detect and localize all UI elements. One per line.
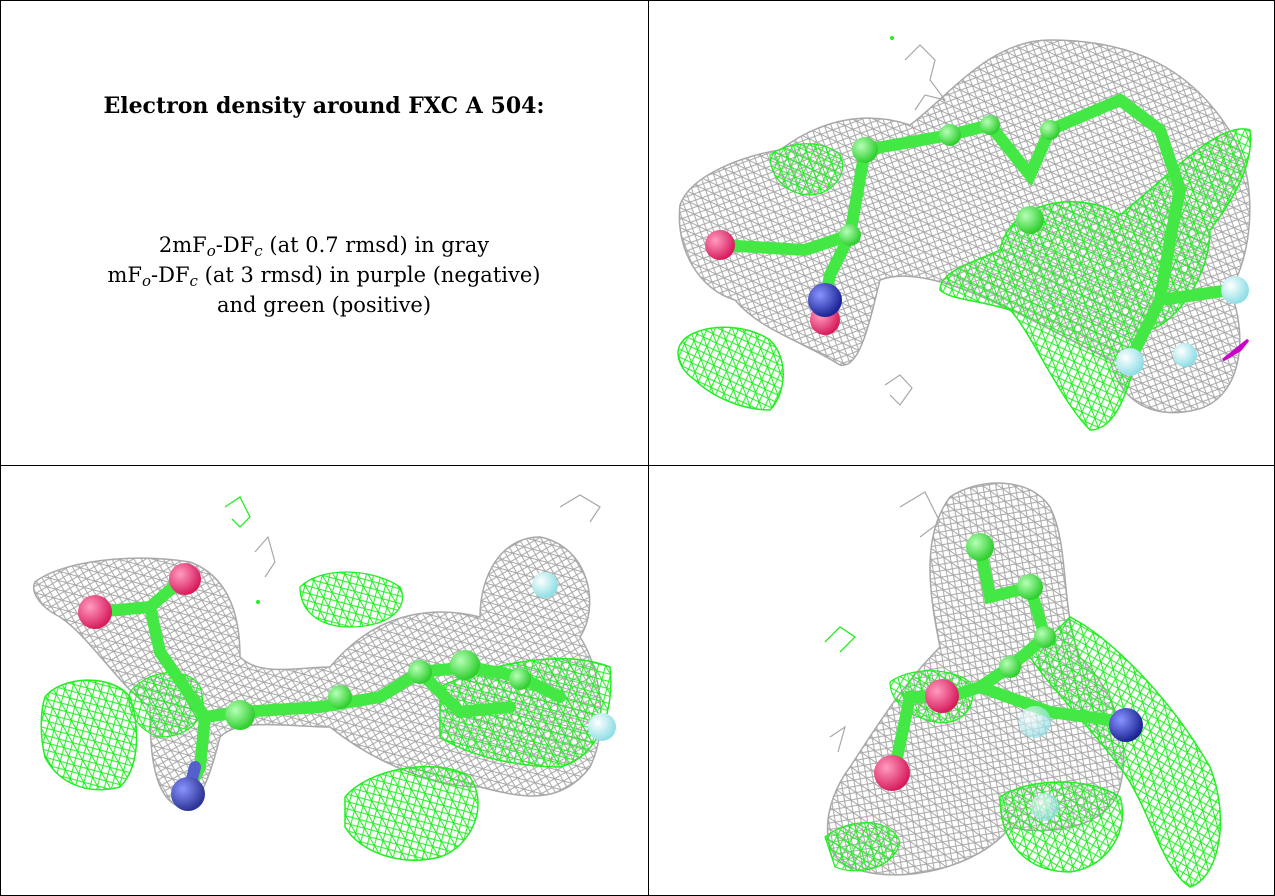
- fluorine-atom: [1019, 706, 1051, 738]
- gray-mesh-fragment: [829, 725, 847, 753]
- carbon-atom: [980, 115, 1000, 135]
- density-render-1: [677, 36, 1252, 431]
- oxygen-atom: [874, 755, 910, 791]
- green-mesh-positive: [344, 765, 479, 861]
- green-mesh-fragment: [224, 496, 251, 528]
- green-mesh-positive-mid: [299, 571, 404, 628]
- purple-mesh-negative: [1222, 338, 1250, 362]
- table-border-left: [0, 0, 1, 896]
- oxygen-atom: [705, 230, 735, 260]
- green-mesh-dot: [256, 600, 260, 604]
- carbon-atom: [1034, 626, 1056, 648]
- carbon-atom: [328, 685, 352, 709]
- green-mesh-dot: [890, 36, 894, 40]
- carbon-atom: [966, 533, 994, 561]
- fluorine-atom: [588, 713, 616, 741]
- fluorine-atom: [1031, 793, 1059, 821]
- fluorine-atom: [1173, 343, 1197, 367]
- table-border-row: [0, 465, 1275, 466]
- oxygen-atom: [925, 679, 959, 713]
- density-render-3: [824, 482, 1222, 888]
- carbon-atom: [408, 660, 432, 684]
- table-border-top: [0, 0, 1275, 1]
- fluorine-atom: [532, 572, 558, 598]
- carbon-atom: [999, 656, 1021, 678]
- density-view-top-right: [650, 0, 1275, 465]
- carbon-atom: [852, 137, 878, 163]
- density-view-bottom-left: [0, 467, 648, 896]
- green-mesh-blob: [40, 679, 138, 791]
- nitrogen-atom: [808, 283, 842, 317]
- legend-line-positive: and green (positive): [216, 293, 432, 317]
- nitrogen-atom: [1109, 708, 1143, 742]
- oxygen-atom: [169, 563, 201, 595]
- carbon-atom: [225, 700, 255, 730]
- green-mesh-positive-left: [824, 822, 901, 872]
- green-mesh-fragment: [824, 626, 857, 653]
- green-mesh-positive-small: [769, 143, 844, 196]
- caption-cell: Electron density around FXC A 504: 2mFo-…: [0, 0, 648, 465]
- legend-line-difference: mFo-DFc (at 3 rmsd) in purple (negative): [107, 263, 541, 290]
- density-view-bottom-right: [650, 467, 1275, 896]
- gray-mesh-fragment: [254, 535, 276, 578]
- carbon-atom: [450, 650, 480, 680]
- nitrogen-atom: [171, 777, 205, 811]
- gray-mesh-fragment-small: [884, 374, 913, 406]
- fluorine-atom: [1116, 348, 1144, 376]
- carbon-atom: [839, 224, 861, 246]
- oxygen-atom: [78, 595, 112, 629]
- green-mesh-positive-lower: [999, 781, 1124, 873]
- legend-description: 2mFo-DFc (at 0.7 rmsd) in gray mFo-DFc (…: [0, 230, 648, 320]
- green-mesh-blob: [677, 326, 784, 411]
- gray-mesh-fragment: [899, 491, 941, 538]
- table-border-middle: [648, 0, 649, 896]
- carbon-atom: [939, 124, 961, 146]
- carbon-atom: [1016, 206, 1044, 234]
- gray-mesh-fragment: [904, 44, 947, 111]
- legend-line-gray: 2mFo-DFc (at 0.7 rmsd) in gray: [158, 233, 490, 260]
- density-render-2: [33, 494, 616, 861]
- figure-title: Electron density around FXC A 504:: [103, 93, 545, 119]
- carbon-atom: [1040, 120, 1060, 140]
- gray-mesh-fragment: [559, 494, 601, 523]
- fluorine-atom: [1221, 276, 1249, 304]
- carbon-atom: [1017, 574, 1043, 600]
- green-mesh-positive: [1029, 616, 1222, 888]
- carbon-atom: [509, 668, 531, 690]
